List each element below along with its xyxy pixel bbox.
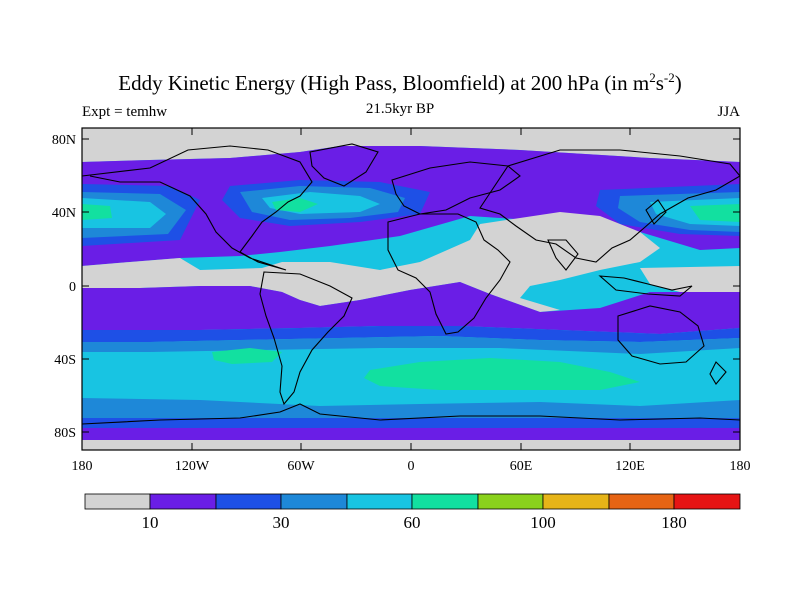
season-label: JJA [717,104,740,120]
contour-sh-green-indian [364,358,640,390]
lat-label-40n: 40N [52,206,76,221]
colorbar-label-60: 60 [404,513,421,532]
coast-india [547,239,579,271]
coast-indonesia [598,275,693,297]
contour-natlantic-green [272,198,318,212]
colorbar-box-7 [477,493,544,510]
lon-label-180w: 180 [72,459,93,474]
colorbar-box-8 [542,493,610,510]
colorbar-box-1 [84,493,151,510]
lat-label-eq: 0 [69,280,76,295]
coast-greenland [309,143,379,187]
lat-label-80n: 80N [52,133,76,148]
coast-north-america [82,145,313,271]
colorbar-box-6 [411,493,479,510]
contour-east-pacific-gray [640,266,740,292]
contour-npacific-green-west [82,204,112,220]
contour-npacific-green [690,204,740,222]
contour-arctic-gray [82,128,740,162]
coast-africa [387,213,511,335]
lat-label-80s: 80S [54,426,76,441]
lon-ticks [81,128,741,450]
colorbar [84,493,741,510]
coast-europe [391,161,521,215]
colorbar-box-4 [280,493,348,510]
figure-subtitle: 21.5kyr BP [365,101,435,117]
contour-sh-green-west [212,348,282,364]
filled-contour-field [82,128,740,450]
colorbar-box-2 [149,493,217,510]
coast-asia [479,149,740,263]
colorbar-label-10: 10 [142,513,159,532]
experiment-label: Expt = temhw [82,104,168,120]
lon-label-120e: 120E [615,459,645,474]
contour-so-blue [82,418,740,428]
coast-australia [617,305,705,365]
coastlines [82,143,740,425]
colorbar-label-30: 30 [273,513,290,532]
colorbar-label-180: 180 [661,513,687,532]
figure-title: Eddy Kinetic Energy (High Pass, Bloomfie… [118,70,682,95]
contour-tropical-gray [82,212,660,312]
colorbar-box-9 [608,493,675,510]
colorbar-label-100: 100 [530,513,556,532]
colorbar-box-10 [673,493,741,510]
coast-antarctica [82,403,740,425]
lon-label-60w: 60W [287,459,315,474]
lon-label-120w: 120W [175,459,210,474]
lat-ticks [82,138,740,433]
contour-sh-blue [82,326,740,342]
lat-label-40s: 40S [54,353,76,368]
coast-new-zealand [709,361,727,385]
lon-label-0: 0 [408,459,415,474]
contour-so-purple [82,428,740,440]
colorbar-box-3 [215,493,282,510]
colorbar-box-5 [346,493,413,510]
lon-label-180e: 180 [730,459,751,474]
coast-south-america [259,271,353,406]
contour-tropical-purple [82,282,740,334]
coast-japan [645,199,667,225]
contour-so-midblue [82,398,740,418]
lon-label-60e: 60E [510,459,533,474]
